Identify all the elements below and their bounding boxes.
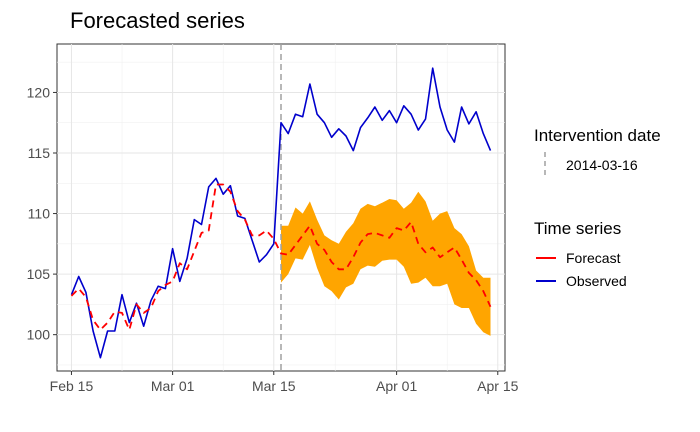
legend-label-forecast: Forecast [566, 250, 621, 266]
series-lines [70, 67, 492, 359]
forecast-band-area [281, 191, 491, 336]
legend-title-intervention: Intervention date [534, 126, 661, 145]
legend-title-series: Time series [534, 219, 621, 238]
series-line-observed [70, 67, 492, 359]
x-tick-label: Mar 01 [151, 378, 195, 394]
x-tick-label: Apr 01 [376, 378, 417, 394]
series-line-forecast [70, 183, 492, 331]
y-tick-label: 115 [28, 145, 51, 161]
y-tick-label: 100 [27, 327, 51, 343]
chart-title: Forecasted series [70, 8, 245, 33]
legend-label-intervention: 2014-03-16 [566, 157, 638, 173]
x-axis: Feb 15 Mar 01 Mar 15 Apr 01 Apr 15 [50, 371, 519, 394]
forecast-band [281, 191, 491, 336]
y-tick-label: 120 [27, 84, 51, 100]
x-tick-label: Feb 15 [50, 378, 94, 394]
y-axis: 100 105 110 115 120 [27, 84, 57, 343]
legend: Intervention date 2014-03-16 Time series… [534, 126, 661, 289]
x-tick-label: Apr 15 [477, 378, 518, 394]
x-tick-label: Mar 15 [252, 378, 296, 394]
y-tick-label: 105 [27, 266, 51, 282]
y-tick-label: 110 [28, 206, 51, 222]
legend-label-observed: Observed [566, 273, 627, 289]
